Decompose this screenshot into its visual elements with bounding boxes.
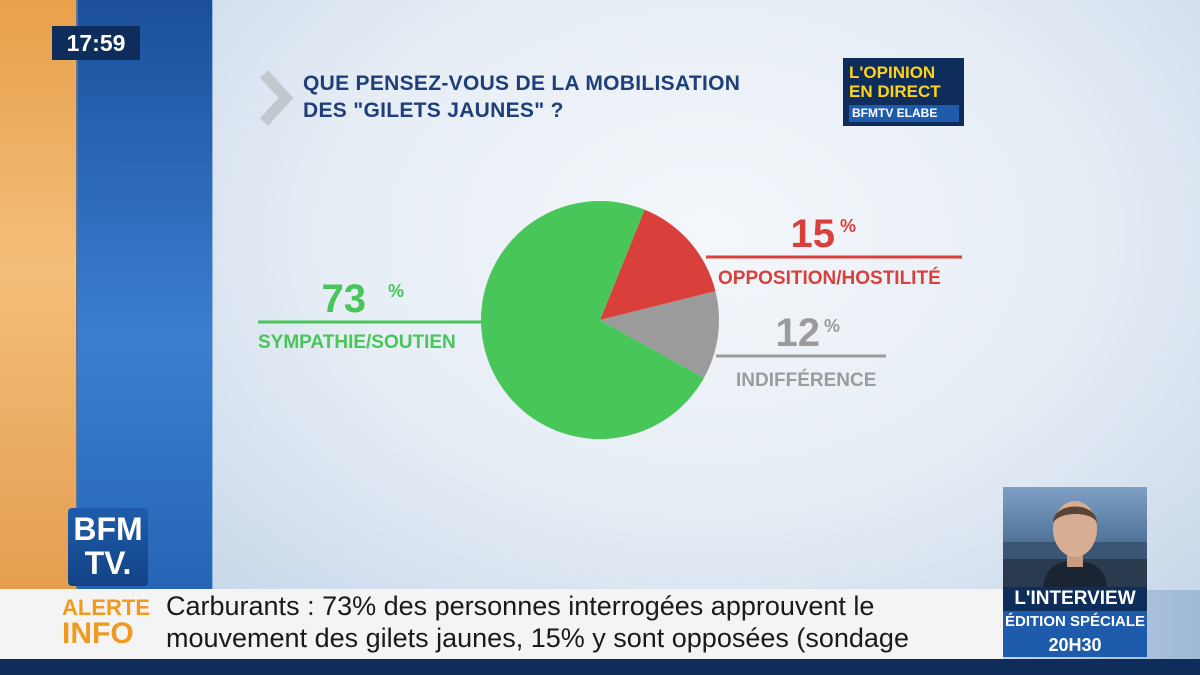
slice-value-indifference: 12 xyxy=(776,311,821,355)
interview-label: L'INTERVIEW xyxy=(1003,587,1147,611)
clock: 17:59 xyxy=(52,26,140,60)
alerte-tag-line-2: INFO xyxy=(62,617,134,650)
background-orange-stripe xyxy=(0,0,76,675)
pie-slice-indifference xyxy=(600,291,720,379)
bfmtv-logo-line-1: BFM xyxy=(73,511,143,547)
slice-unit-opposition: % xyxy=(840,216,856,236)
chevron-right-icon xyxy=(259,70,294,126)
question-line-1: QUE PENSEZ-VOUS DE LA MOBILISATION xyxy=(303,72,741,95)
opinion-logo-line-1: L'OPINION xyxy=(849,63,936,82)
bottom-strip xyxy=(0,659,1200,675)
interview-promo: L'INTERVIEW ÉDITION SPÉCIALE 20H30 xyxy=(1003,487,1147,657)
alerte-info-tag: ALERTE INFO xyxy=(0,589,158,659)
interview-edition-label: ÉDITION SPÉCIALE xyxy=(1003,611,1147,633)
alerte-tag-line-1: ALERTE xyxy=(62,595,150,620)
opinion-logo-brand: BFMTV ELABE xyxy=(849,105,959,122)
slice-label-sympathie: SYMPATHIE/SOUTIEN xyxy=(258,332,456,353)
pie-group xyxy=(481,201,720,440)
opinion-en-direct-logo: L'OPINION EN DIRECT BFMTV ELABE xyxy=(843,58,964,126)
slice-label-indifference: INDIFFÉRENCE xyxy=(736,369,876,391)
page-title: QUE PENSEZ-VOUS DE LA MOBILISATION DES "… xyxy=(303,70,843,124)
interview-time-label: 20H30 xyxy=(1003,633,1147,657)
slice-label-opposition: OPPOSITION/HOSTILITÉ xyxy=(718,267,941,289)
bfmtv-logo: BFM TV. xyxy=(68,508,148,586)
bfmtv-logo-line-2: TV. xyxy=(84,545,132,581)
slice-value-opposition: 15 xyxy=(791,212,836,256)
pie-slice-opposition xyxy=(600,209,716,320)
person-portrait-icon xyxy=(1003,501,1147,587)
opinion-logo-line-2: EN DIRECT xyxy=(849,82,941,101)
question-line-2: DES "GILETS JAUNES" ? xyxy=(303,99,564,122)
ticker-text-line-2: mouvement des gilets jaunes, 15% y sont … xyxy=(166,623,909,653)
slice-unit-sympathie: % xyxy=(388,281,404,301)
slice-value-sympathie: 73 xyxy=(322,277,367,321)
interview-photo xyxy=(1003,487,1147,587)
slice-unit-indifference: % xyxy=(824,316,840,336)
ticker-text-line-1: Carburants : 73% des personnes interrogé… xyxy=(166,591,875,621)
pie-slice-sympathie xyxy=(481,201,704,440)
news-ticker: ALERTE INFO Carburants : 73% des personn… xyxy=(0,589,1003,659)
